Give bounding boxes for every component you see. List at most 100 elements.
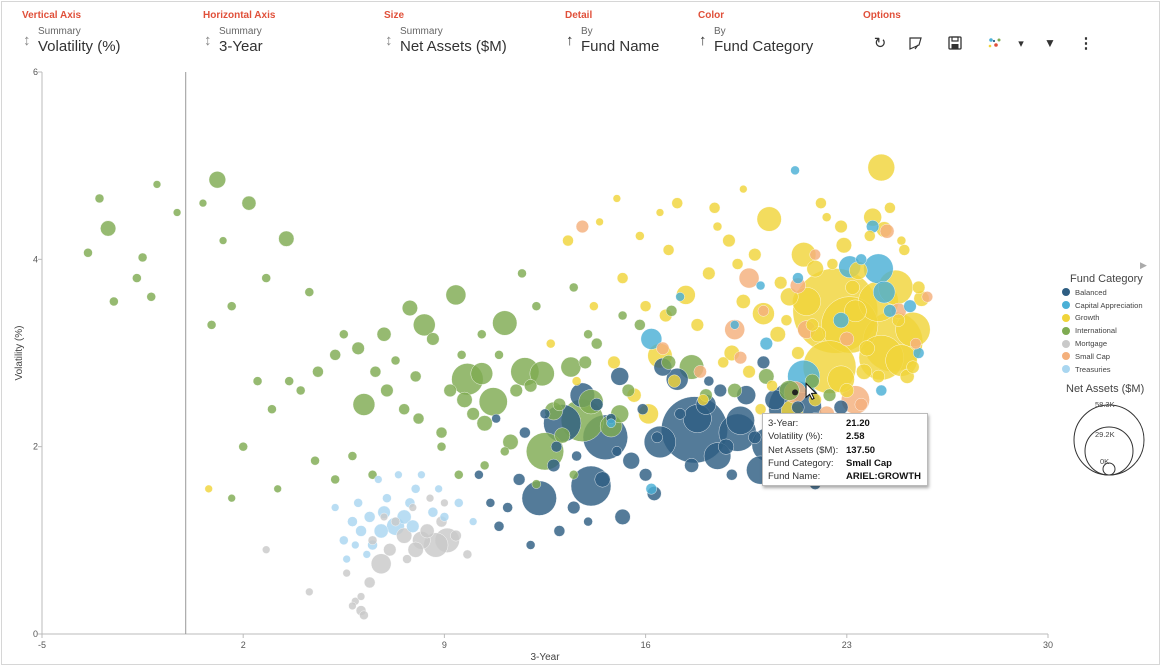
data-point-growth[interactable]: [806, 260, 824, 278]
data-point-treasuries[interactable]: [351, 540, 360, 550]
data-point-treasuries[interactable]: [363, 511, 376, 523]
data-point-international[interactable]: [436, 441, 447, 452]
data-point-balanced[interactable]: [651, 431, 663, 443]
data-point-international[interactable]: [552, 397, 566, 412]
data-point-international[interactable]: [617, 310, 628, 321]
data-point-international[interactable]: [347, 451, 358, 461]
data-point-international[interactable]: [509, 383, 523, 397]
detail-value[interactable]: Fund Name: [581, 38, 660, 55]
data-point-international[interactable]: [137, 252, 148, 263]
data-point-treasuries[interactable]: [434, 484, 443, 493]
data-point-balanced[interactable]: [539, 408, 551, 420]
data-point-international[interactable]: [554, 427, 571, 444]
data-point-international[interactable]: [531, 301, 542, 311]
data-point-growth[interactable]: [204, 484, 213, 493]
data-point-international[interactable]: [261, 273, 271, 283]
data-point-international[interactable]: [476, 415, 493, 432]
data-point-capital-appreciation[interactable]: [875, 384, 887, 397]
data-point-international[interactable]: [591, 337, 603, 350]
data-point-international[interactable]: [524, 379, 538, 393]
data-point-small-cap[interactable]: [724, 319, 745, 340]
data-point-small-cap[interactable]: [733, 351, 747, 365]
data-point-international[interactable]: [146, 292, 156, 302]
data-point-growth[interactable]: [826, 258, 839, 270]
size-value[interactable]: Net Assets ($M): [400, 38, 507, 55]
data-point-growth[interactable]: [607, 355, 621, 369]
data-point-treasuries[interactable]: [427, 507, 439, 518]
data-point-capital-appreciation[interactable]: [883, 304, 897, 318]
data-point-treasuries[interactable]: [362, 550, 371, 559]
data-point-international[interactable]: [273, 484, 282, 493]
data-point-international[interactable]: [198, 199, 208, 208]
data-point-mortgage[interactable]: [450, 529, 462, 542]
data-point-international[interactable]: [284, 376, 294, 386]
data-point-mortgage[interactable]: [419, 523, 435, 539]
data-point-treasuries[interactable]: [396, 509, 412, 525]
data-point-small-cap[interactable]: [575, 220, 589, 234]
data-point-international[interactable]: [409, 370, 422, 383]
data-point-balanced[interactable]: [550, 440, 563, 453]
data-point-capital-appreciation[interactable]: [606, 418, 616, 428]
data-point-international[interactable]: [369, 366, 382, 378]
data-point-international[interactable]: [502, 434, 519, 450]
horizontal-axis-shelf[interactable]: Horizontal Axis ↕ Summary 3-Year: [203, 10, 275, 60]
data-point-balanced[interactable]: [513, 473, 526, 486]
data-point-international[interactable]: [494, 350, 504, 360]
color-shelf[interactable]: Color ↑ By Fund Category: [698, 10, 813, 60]
data-point-mortgage[interactable]: [383, 543, 397, 557]
data-point-balanced[interactable]: [703, 375, 715, 387]
data-point-mortgage[interactable]: [367, 535, 378, 546]
data-point-small-cap[interactable]: [693, 365, 707, 379]
data-point-international[interactable]: [329, 349, 341, 361]
data-point-mortgage[interactable]: [440, 498, 449, 507]
data-point-international[interactable]: [367, 470, 378, 480]
data-point-capital-appreciation[interactable]: [863, 253, 894, 284]
data-point-international[interactable]: [100, 220, 117, 237]
data-point-growth[interactable]: [839, 383, 855, 398]
data-point-international[interactable]: [352, 393, 376, 416]
data-point-mortgage[interactable]: [396, 527, 413, 544]
data-point-international[interactable]: [560, 356, 582, 378]
data-point-growth[interactable]: [612, 194, 621, 203]
data-point-growth[interactable]: [892, 313, 906, 327]
data-point-growth[interactable]: [736, 294, 751, 309]
data-point-international[interactable]: [492, 310, 518, 336]
data-point-growth[interactable]: [815, 197, 827, 209]
legend-item[interactable]: Growth: [1062, 312, 1158, 325]
data-point-capital-appreciation[interactable]: [792, 272, 804, 284]
data-point-balanced[interactable]: [553, 525, 566, 537]
data-point-international[interactable]: [661, 355, 676, 370]
data-point-treasuries[interactable]: [454, 498, 464, 508]
sort-arrow-icon[interactable]: ↕: [385, 32, 393, 49]
data-point-international[interactable]: [578, 355, 592, 369]
data-point-growth[interactable]: [822, 212, 832, 222]
data-point-growth[interactable]: [595, 217, 604, 226]
data-point-treasuries[interactable]: [342, 554, 351, 564]
data-point-treasuries[interactable]: [353, 498, 363, 508]
data-point-mortgage[interactable]: [462, 549, 473, 560]
data-point-mortgage[interactable]: [407, 541, 424, 558]
data-point-balanced[interactable]: [748, 430, 762, 444]
data-point-mortgage[interactable]: [379, 512, 389, 521]
data-point-international[interactable]: [456, 350, 467, 360]
data-point-growth[interactable]: [739, 185, 748, 194]
data-point-balanced[interactable]: [791, 400, 805, 414]
vertical-axis-shelf[interactable]: Vertical Axis ↕ Summary Volatility (%): [22, 10, 121, 60]
data-point-international[interactable]: [238, 441, 248, 452]
data-point-international[interactable]: [634, 319, 646, 331]
data-point-small-cap[interactable]: [809, 248, 821, 261]
data-point-international[interactable]: [401, 300, 418, 316]
data-point-growth[interactable]: [546, 338, 556, 349]
horizontal-axis-value[interactable]: 3-Year: [219, 38, 263, 55]
data-point-growth[interactable]: [722, 234, 736, 248]
data-point-international[interactable]: [208, 171, 226, 189]
legend-item[interactable]: Small Cap: [1062, 350, 1158, 363]
data-point-international[interactable]: [227, 494, 236, 503]
data-point-small-cap[interactable]: [921, 291, 933, 303]
data-point-growth[interactable]: [898, 244, 910, 256]
data-point-growth[interactable]: [662, 244, 675, 256]
data-point-international[interactable]: [477, 329, 487, 339]
data-point-mortgage[interactable]: [425, 494, 435, 503]
data-point-international[interactable]: [479, 460, 490, 471]
data-point-growth[interactable]: [639, 300, 652, 312]
